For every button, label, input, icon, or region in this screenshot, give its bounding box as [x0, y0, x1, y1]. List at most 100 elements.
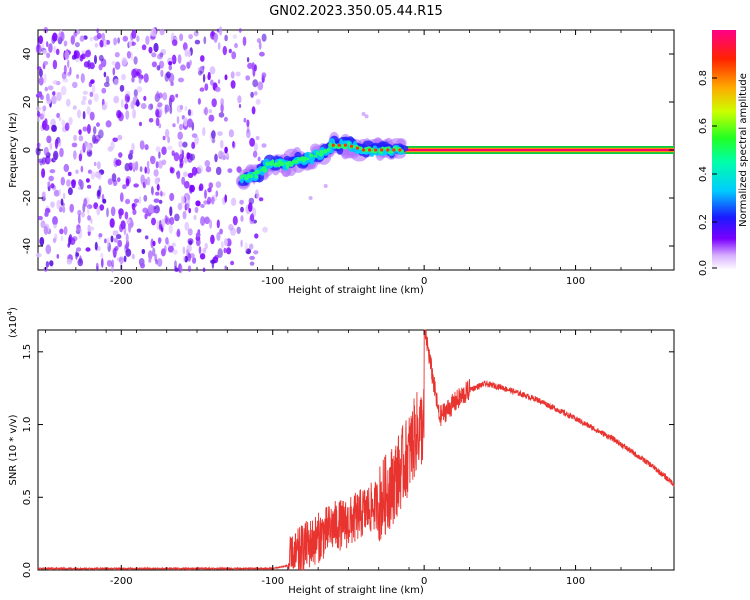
spectrogram-cell	[173, 152, 180, 162]
spectrogram-x-ticks: -200 -100 0 100	[45, 30, 652, 287]
signal-blob	[304, 157, 310, 161]
multiplier-close: )	[8, 307, 19, 311]
spectrogram-cell	[217, 131, 223, 137]
spectrogram-cell	[220, 152, 227, 161]
spectrogram-cell	[50, 183, 55, 189]
x-tick-label: -200	[110, 576, 133, 587]
spectrogram-cell	[172, 249, 178, 255]
spectrogram-cell	[125, 178, 130, 187]
spectrogram-cell	[235, 71, 241, 77]
spectrogram-cell	[41, 157, 46, 165]
spectrogram-cell	[218, 26, 223, 36]
colorbar-tick-label: 0.2	[698, 214, 709, 230]
spectrogram-cell	[153, 169, 159, 177]
spectrogram-cell	[234, 42, 238, 49]
spectrogram-cell	[188, 240, 193, 246]
spectrogram-cell	[202, 267, 206, 273]
spectrogram-cell	[179, 33, 184, 42]
spectrogram-cell	[43, 146, 49, 156]
spectrogram-cell	[53, 45, 56, 54]
spectrogram-cell	[46, 41, 49, 48]
spectrogram-cell	[168, 61, 173, 66]
signal-peak	[374, 148, 378, 152]
spectrogram-cell	[69, 203, 74, 213]
spectrogram-cell	[245, 248, 252, 255]
spectrogram-cell	[130, 32, 134, 41]
signal-peak	[386, 148, 390, 152]
spectrogram-cell	[78, 135, 84, 142]
spectrogram-cell	[155, 161, 159, 169]
spectrogram-cell	[194, 206, 199, 214]
spectrogram-cell	[98, 54, 104, 62]
spectrogram-cell	[131, 68, 137, 78]
spectrogram-cell	[204, 189, 207, 199]
spectrogram-cell	[128, 40, 132, 47]
spectrogram-cell	[200, 55, 205, 62]
spectrogram-cell	[36, 142, 41, 148]
spectrogram-cell	[90, 79, 95, 84]
spectrogram-cell	[252, 79, 259, 88]
spectrogram-cell	[246, 57, 250, 63]
spectrogram-cell	[141, 248, 146, 255]
spectrogram-cell	[93, 161, 97, 167]
spectrogram-cell	[168, 223, 173, 234]
x-tick-label: 100	[566, 576, 585, 587]
spectrogram-cell	[224, 146, 228, 154]
spectrogram-cell	[57, 32, 62, 40]
spectrogram-cell	[217, 42, 221, 50]
spectrogram-cell	[251, 62, 255, 71]
spectrogram-cell	[166, 71, 171, 79]
spectrogram-cell	[187, 109, 192, 116]
spectrogram-cell	[179, 264, 183, 274]
signal-blob	[286, 164, 290, 170]
spectrogram-cell	[150, 103, 154, 109]
spectrogram-cell	[227, 168, 233, 174]
signal-blob	[388, 150, 394, 154]
spectrogram-cell	[61, 119, 66, 127]
signal-peak	[380, 148, 384, 152]
spectrogram-cell	[151, 187, 155, 196]
spectrogram-cell	[188, 207, 192, 214]
signal-blob	[327, 147, 331, 152]
spectrogram-cell	[106, 259, 112, 267]
signal-blob	[260, 168, 264, 172]
spectrogram-cell	[148, 118, 154, 123]
spectrogram-cell	[41, 110, 46, 120]
spectrogram-cell	[81, 144, 86, 152]
spectrogram-cell	[253, 143, 258, 152]
spectrogram-cell	[179, 105, 184, 110]
spectrogram-cell	[162, 92, 168, 101]
spectrogram-cell	[157, 53, 163, 60]
spectrogram-cell	[73, 50, 78, 60]
spectrogram-cell	[224, 74, 228, 81]
spectrogram-cell	[250, 91, 254, 98]
signal-blob	[279, 161, 285, 167]
y-tick-label: 40	[22, 48, 33, 61]
spectrogram-cell	[124, 211, 129, 220]
spectrogram-cell	[83, 61, 90, 68]
spectrogram-cell	[105, 75, 110, 84]
spectrogram-cell	[197, 164, 203, 174]
spectrogram-cell	[97, 172, 102, 180]
signal-outlier	[323, 184, 328, 188]
spectrogram-cell	[141, 44, 147, 51]
spectrogram-cell	[169, 166, 173, 174]
spectrogram-cell	[93, 202, 99, 210]
spectrogram-cell	[113, 95, 120, 104]
spectrogram-cell	[162, 135, 166, 141]
spectrogram-cell	[202, 73, 206, 83]
spectrogram-cell	[99, 204, 105, 211]
colorbar-gradient	[712, 30, 736, 270]
spectrogram-cell	[53, 189, 60, 197]
spectrogram-cell	[82, 126, 88, 132]
spectrogram-cell	[112, 67, 116, 76]
spectrogram-cell	[146, 176, 151, 186]
signal-blob	[248, 174, 254, 179]
spectrogram-cell	[211, 98, 217, 108]
spectrogram-cell	[204, 106, 209, 116]
spectrogram-cell	[68, 117, 73, 125]
spectrogram-cell	[150, 238, 154, 249]
spectrogram-cell	[111, 259, 114, 268]
spectrogram-cell	[167, 245, 174, 253]
